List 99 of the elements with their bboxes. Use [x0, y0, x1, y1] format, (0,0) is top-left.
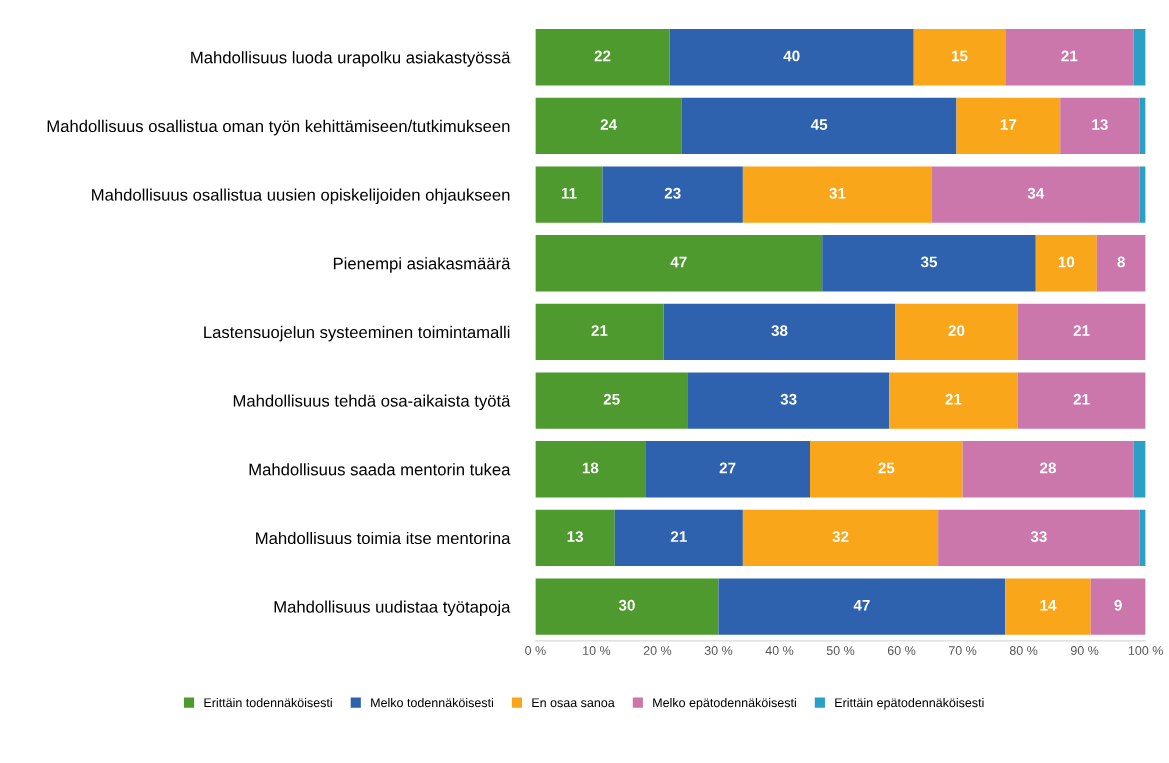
bar [681, 97, 957, 155]
data-label: 45 [810, 119, 828, 130]
bar [1133, 441, 1146, 498]
data-label: 21 [945, 393, 962, 405]
x-tick-label: 50 % [826, 646, 855, 655]
x-tick-label: 60 % [887, 646, 916, 655]
bar [535, 372, 688, 429]
bar [742, 509, 939, 567]
data-label: 31 [829, 187, 846, 199]
data-label: 30 [618, 599, 635, 611]
data-label: 18 [582, 462, 599, 474]
bar [1060, 97, 1140, 155]
x-tick-label: 90 % [1070, 646, 1099, 655]
bar [669, 29, 914, 86]
bar [1096, 235, 1146, 292]
x-tick-label: 100 % [1128, 646, 1163, 655]
data-label: 21 [591, 325, 608, 336]
data-label: 21 [1073, 325, 1090, 336]
bar [1017, 303, 1146, 361]
legend-label: Melko epätodennäköisesti [653, 697, 796, 710]
bar [535, 509, 615, 567]
bar [822, 235, 1036, 292]
data-label: 24 [600, 119, 618, 130]
bar [962, 441, 1134, 498]
data-label: 33 [780, 393, 797, 405]
bar [1133, 29, 1146, 86]
x-tick-label: 40 % [765, 646, 794, 655]
bar [1090, 578, 1146, 635]
x-tick-label: 20 % [643, 646, 672, 655]
data-label: 47 [853, 600, 870, 611]
y-tick-label: Mahdollisuus uudistaa työtapoja [274, 600, 511, 617]
bar [614, 509, 743, 567]
x-tick-label: 70 % [948, 646, 977, 655]
bar [535, 97, 682, 155]
bar [718, 578, 1006, 635]
data-label: 25 [878, 462, 895, 474]
data-label: 47 [670, 256, 687, 268]
bar [1017, 372, 1146, 429]
bar [1005, 29, 1134, 86]
data-label: 33 [1030, 531, 1047, 543]
bar [535, 578, 719, 635]
bar [932, 166, 1140, 223]
legend-label: Erittäin todennäköisesti [204, 697, 332, 708]
bar [895, 303, 1018, 361]
data-label: 17 [1000, 119, 1017, 130]
bar [889, 372, 1018, 429]
y-tick-label: Mahdollisuus luoda urapolku asiakastyössä [191, 51, 511, 67]
data-label: 9 [1114, 599, 1122, 611]
x-tick-label: 0 % [525, 646, 546, 655]
bar [1005, 578, 1091, 635]
bar [663, 303, 896, 361]
data-label: 10 [1058, 256, 1075, 268]
data-label: 34 [1027, 187, 1045, 199]
y-tick-label: Mahdollisuus osallistua uusien opiskelijoiden ohjaukseen [92, 188, 510, 205]
y-tick-label: Mahdollisuus tehdä osa-aikaista työtä [233, 394, 511, 411]
data-label: 28 [1040, 462, 1057, 474]
data-label: 25 [603, 393, 620, 405]
data-label: 13 [567, 531, 584, 543]
data-label: 15 [951, 50, 968, 62]
data-label: 8 [1117, 256, 1125, 268]
data-label: 20 [948, 325, 965, 337]
bar [1035, 235, 1097, 292]
bar [645, 441, 810, 498]
bar [913, 29, 1006, 86]
data-label: 40 [783, 50, 800, 62]
data-label: 38 [771, 325, 788, 337]
legend-label: En osaa sanoa [532, 698, 615, 708]
y-tick-label: Lastensuojelun systeeminen toimintamalli [204, 325, 510, 342]
data-label: 21 [1073, 393, 1090, 405]
x-tick-label: 80 % [1009, 646, 1038, 655]
bar [535, 441, 646, 498]
data-label: 22 [594, 50, 611, 62]
data-label: 21 [670, 531, 687, 542]
data-label: 23 [664, 187, 681, 199]
y-tick-label: Pienempi asiakasmäärä [333, 257, 511, 273]
y-tick-label: Mahdollisuus osallistua oman työn kehittämiseen/tutkimukseen [47, 119, 510, 136]
legend-label: Melko todennäköisesti [371, 697, 493, 708]
data-label: 27 [719, 462, 736, 474]
bar [535, 235, 823, 292]
y-tick-label: Mahdollisuus toimia itse mentorina [256, 531, 511, 545]
legend-label: Erittäin epätodennäköisesti [835, 697, 984, 710]
bar [956, 97, 1061, 155]
x-tick-label: 30 % [704, 646, 733, 655]
bar [535, 303, 664, 361]
data-label: 21 [1061, 50, 1078, 62]
bar [938, 509, 1140, 567]
data-label: 14 [1040, 600, 1057, 611]
data-label: 35 [920, 256, 938, 268]
bar [535, 166, 603, 223]
data-label: 13 [1092, 119, 1108, 131]
y-tick-label: Mahdollisuus saada mentorin tukea [249, 463, 511, 476]
bar [742, 166, 933, 223]
data-label: 32 [832, 531, 849, 543]
bar [535, 29, 670, 86]
data-label: 11 [561, 188, 577, 199]
bar [810, 441, 963, 498]
bar [687, 372, 890, 429]
bar [602, 166, 743, 223]
x-tick-label: 10 % [583, 646, 611, 655]
